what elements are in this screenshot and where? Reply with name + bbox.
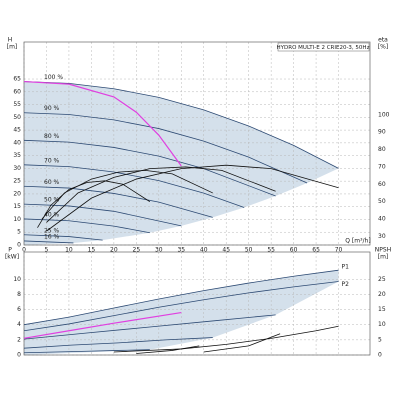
- y-axis-unit: [m]: [7, 44, 18, 51]
- curve: [203, 333, 281, 353]
- curve: [23, 112, 308, 184]
- curve-label: 40 %: [44, 211, 60, 218]
- x-tick-label: 25: [133, 247, 141, 254]
- y2-tick-label: 80: [378, 146, 386, 153]
- y-tick-label: 15: [13, 203, 21, 210]
- curve: [23, 139, 276, 197]
- curve: [136, 345, 200, 354]
- title-box: [277, 42, 370, 52]
- y-tick-label: 30: [13, 165, 21, 172]
- y-tick-label: 45: [13, 127, 21, 134]
- y-axis-label: P: [8, 247, 12, 254]
- y2-tick-label: 10: [378, 321, 386, 328]
- curve: [23, 349, 150, 354]
- curve-label: 60 %: [44, 179, 60, 186]
- x-axis-label: Q [m³/h]: [345, 238, 370, 245]
- y2-axis-label: eta: [378, 37, 388, 44]
- y-tick-label: 8: [17, 291, 21, 298]
- plot-frame: [23, 41, 371, 246]
- x-tick-label: 15: [88, 247, 96, 254]
- y2-tick-label: 15: [378, 306, 386, 313]
- curve-label: 70 %: [44, 157, 60, 164]
- x-tick-label: 20: [110, 247, 118, 254]
- y-tick-label: 6: [17, 306, 21, 313]
- x-tick-label: 5: [45, 247, 49, 254]
- x-tick-label: 65: [312, 247, 320, 254]
- curve: [23, 311, 182, 339]
- x-tick-label: 70: [335, 247, 343, 254]
- x-tick-label: 30: [155, 247, 163, 254]
- y-tick-label: 0: [17, 242, 21, 249]
- x-tick-label: 40: [200, 247, 208, 254]
- curve: [23, 337, 213, 349]
- y2-tick-label: 0: [378, 352, 382, 359]
- x-tick-label: 55: [267, 247, 275, 254]
- curve: [23, 281, 339, 332]
- y-tick-label: 2: [17, 336, 21, 343]
- curve-label: 16 %: [44, 233, 60, 240]
- y2-tick-label: 30: [378, 233, 386, 240]
- x-tick-label: 50: [245, 247, 253, 254]
- y-tick-label: 35: [13, 152, 21, 159]
- curve: [23, 218, 150, 234]
- curve-label: 90 %: [44, 105, 60, 112]
- y-tick-label: 4: [17, 321, 21, 328]
- curve: [46, 164, 339, 232]
- x-tick-label: 45: [222, 247, 230, 254]
- y-tick-label: 50: [13, 114, 21, 121]
- x-tick-label: 60: [290, 247, 298, 254]
- curve: [23, 185, 213, 218]
- y2-tick-label: 70: [378, 163, 386, 170]
- curve: [23, 164, 245, 208]
- y-tick-label: 25: [13, 178, 21, 185]
- curve: [23, 80, 182, 167]
- x-tick-label: 0: [22, 247, 26, 254]
- curve: [23, 240, 74, 244]
- curve: [23, 269, 339, 326]
- curve-label: 100 %: [44, 74, 63, 81]
- curve: [23, 203, 182, 227]
- y-tick-label: 40: [13, 139, 21, 146]
- y2-tick-label: 5: [378, 336, 382, 343]
- curve: [23, 81, 339, 169]
- y-tick-label: 0: [17, 352, 21, 359]
- y2-axis-unit: [%]: [378, 44, 388, 51]
- curve: [46, 166, 276, 223]
- curve: [23, 234, 103, 241]
- curve-label: 50 %: [44, 197, 60, 204]
- y2-tick-label: 90: [378, 129, 386, 136]
- curve: [37, 180, 151, 228]
- chart-title: HYDRO MULTI-E 2 CRIE20-3, 50Hz: [277, 45, 370, 51]
- y2-tick-label: 40: [378, 215, 386, 222]
- y-tick-label: 10: [13, 216, 21, 223]
- y-tick-label: 20: [13, 190, 21, 197]
- y2-tick-label: 20: [378, 291, 386, 298]
- y-axis-unit: [kW]: [5, 254, 19, 261]
- y2-tick-label: 50: [378, 198, 386, 205]
- curve-label: 25 %: [44, 227, 60, 234]
- y2-tick-label: 100: [378, 111, 390, 118]
- x-tick-label: 35: [177, 247, 185, 254]
- y2-tick-label: 25: [378, 276, 386, 283]
- curve: [23, 314, 276, 340]
- y-axis-label: H: [8, 37, 13, 44]
- y-tick-label: 60: [13, 88, 21, 95]
- y2-axis-unit: [m]: [378, 254, 389, 261]
- plot-frame: [23, 251, 371, 356]
- y-tick-label: 55: [13, 101, 21, 108]
- curve-label: 80 %: [44, 133, 60, 140]
- curve-label: P2: [342, 281, 350, 288]
- y2-axis-label: NPSH: [375, 247, 391, 254]
- curve-label: P1: [342, 264, 350, 271]
- y-tick-label: 5: [17, 229, 21, 236]
- y-tick-label: 10: [13, 276, 21, 283]
- y2-tick-label: 60: [378, 181, 386, 188]
- curve: [113, 325, 339, 353]
- y-tick-label: 65: [13, 76, 21, 83]
- x-tick-label: 10: [65, 247, 73, 254]
